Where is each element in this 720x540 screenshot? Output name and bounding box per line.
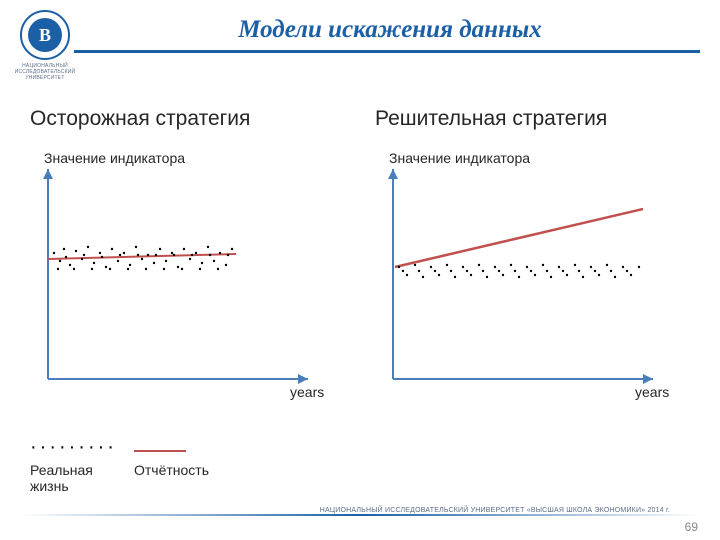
legend-label-report: Отчётность xyxy=(134,462,209,478)
legend-item-real: ········· Реальная жизнь xyxy=(30,442,116,494)
svg-text:years: years xyxy=(290,384,324,400)
title-wrap: Модели искажения данных xyxy=(80,10,700,53)
legend-label-real: Реальная жизнь xyxy=(30,462,116,494)
logo: В НАЦИОНАЛЬНЫЙ ИССЛЕДОВАТЕЛЬСКИЙ УНИВЕРС… xyxy=(10,10,80,81)
dots-icon: ········· xyxy=(30,442,117,458)
legend-item-report: Отчётность xyxy=(134,442,220,494)
logo-inner-icon: В xyxy=(28,18,62,52)
content: Осторожная стратегия Значение индикатора… xyxy=(0,81,720,409)
footer-text: НАЦИОНАЛЬНЫЙ ИССЛЕДОВАТЕЛЬСКИЙ УНИВЕРСИТ… xyxy=(320,507,670,514)
left-chart-svg: Значение индикатора years xyxy=(30,149,330,409)
footer-rule xyxy=(20,514,700,516)
left-chart: Значение индикатора years xyxy=(30,149,330,409)
right-chart: Значение индикатора years xyxy=(375,149,675,409)
svg-text:Значение индикатора: Значение индикатора xyxy=(389,150,530,166)
logo-caption-1: НАЦИОНАЛЬНЫЙ ИССЛЕДОВАТЕЛЬСКИЙ xyxy=(10,63,80,75)
logo-glyph: В xyxy=(39,25,51,46)
right-panel: Решительная стратегия Значение индикатор… xyxy=(375,107,690,409)
logo-caption-2: УНИВЕРСИТЕТ xyxy=(10,75,80,81)
page-title: Модели искажения данных xyxy=(80,16,700,44)
svg-text:years: years xyxy=(635,384,669,400)
logo-ring-icon: В xyxy=(20,10,70,60)
header: В НАЦИОНАЛЬНЫЙ ИССЛЕДОВАТЕЛЬСКИЙ УНИВЕРС… xyxy=(0,0,720,81)
page-number: 69 xyxy=(685,520,698,534)
title-rule xyxy=(74,50,700,53)
legend: ········· Реальная жизнь Отчётность xyxy=(30,442,220,494)
line-icon xyxy=(134,450,186,452)
right-chart-svg: Значение индикатора years xyxy=(375,149,675,409)
left-panel-title: Осторожная стратегия xyxy=(30,107,345,131)
svg-text:Значение индикатора: Значение индикатора xyxy=(44,150,185,166)
right-panel-title: Решительная стратегия xyxy=(375,107,690,131)
left-panel: Осторожная стратегия Значение индикатора… xyxy=(30,107,345,409)
